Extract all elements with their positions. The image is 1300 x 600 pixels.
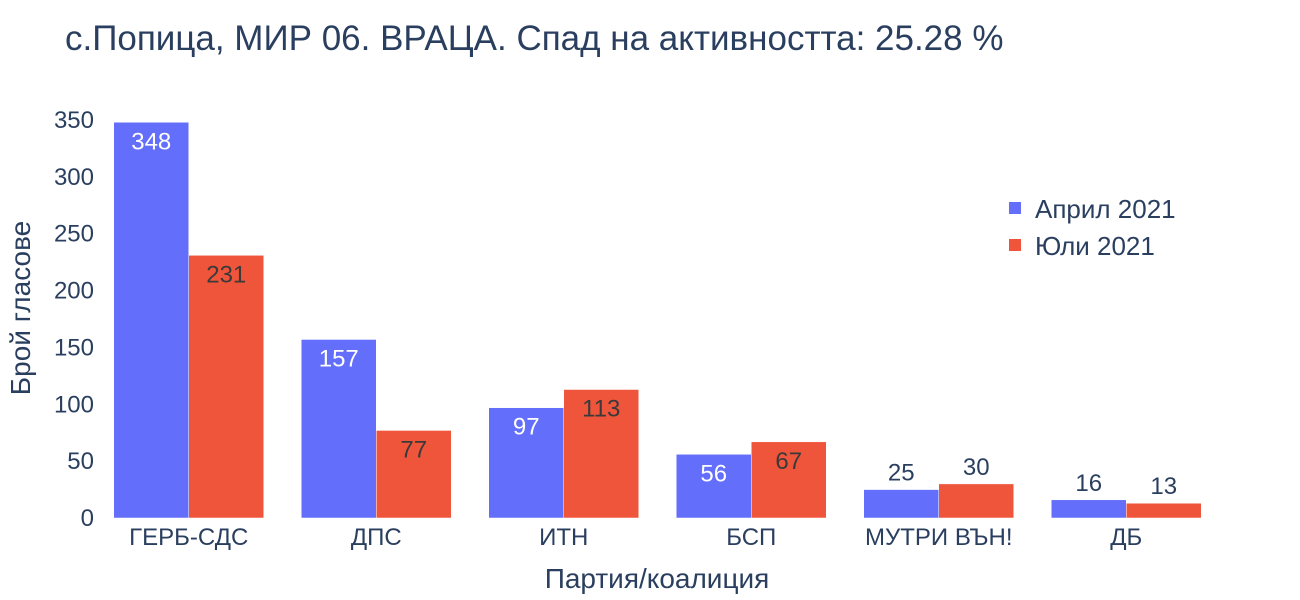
bar[interactable] — [938, 483, 1014, 519]
chart-title: с.Попица, МИР 06. ВРАЦА. Спад на активно… — [65, 19, 1003, 58]
x-tick-label: БСП — [726, 524, 776, 551]
x-axis-title: Партия/коалиция — [545, 563, 770, 594]
legend[interactable]: Април 2021 Юли 2021 — [1009, 194, 1176, 261]
y-tick-label: 150 — [54, 334, 94, 361]
legend-swatch — [1009, 239, 1021, 251]
y-tick-label: 50 — [67, 448, 94, 475]
bar-value-label: 67 — [775, 448, 802, 475]
y-tick-label: 250 — [54, 221, 94, 248]
x-tick-label: ДБ — [1110, 524, 1142, 551]
legend-label[interactable]: Април 2021 — [1035, 194, 1176, 224]
legend-label[interactable]: Юли 2021 — [1035, 231, 1155, 261]
y-axis-title: Брой гласове — [5, 221, 36, 395]
bar-value-label: 231 — [206, 261, 246, 288]
bar-value-label: 113 — [582, 396, 620, 423]
x-tick-label: ГЕРБ-СДС — [129, 524, 248, 551]
bar-value-label: 77 — [400, 436, 427, 463]
bar[interactable] — [1126, 502, 1202, 519]
x-tick-label: ИТН — [539, 524, 588, 551]
bar[interactable] — [751, 441, 827, 519]
bar[interactable] — [188, 255, 264, 519]
bar[interactable] — [676, 454, 752, 519]
y-axis-ticks: 0 50 100 150 200 250 300 350 — [54, 107, 94, 532]
bar-value-label: 97 — [513, 414, 540, 441]
bar[interactable] — [1051, 499, 1127, 519]
y-tick-label: 0 — [81, 505, 94, 532]
y-tick-label: 350 — [54, 107, 94, 134]
bar-value-label: 348 — [131, 128, 171, 155]
x-axis-ticks: ГЕРБ-СДС ДПС ИТН БСП МУТРИ ВЪН! ДБ — [129, 524, 1142, 551]
bar[interactable] — [863, 489, 939, 519]
bar-value-label: 16 — [1075, 470, 1102, 497]
bar-value-label: 13 — [1150, 473, 1177, 500]
bar[interactable] — [113, 122, 189, 519]
y-tick-label: 100 — [54, 391, 94, 418]
bar-value-label: 30 — [963, 454, 990, 481]
bar-value-label: 25 — [888, 460, 915, 487]
bar[interactable] — [563, 389, 639, 519]
y-tick-label: 300 — [54, 164, 94, 191]
bar[interactable] — [376, 430, 452, 519]
y-tick-label: 200 — [54, 278, 94, 305]
bar-value-label: 56 — [700, 460, 727, 487]
legend-swatch — [1009, 202, 1021, 214]
bars-group: 348 231 157 77 97 113 56 67 25 30 16 13 — [113, 122, 1202, 519]
x-tick-label: ДПС — [351, 524, 402, 551]
bar[interactable] — [488, 407, 564, 519]
x-tick-label: МУТРИ ВЪН! — [865, 524, 1012, 551]
bar[interactable] — [301, 339, 377, 519]
bar-value-label: 157 — [319, 345, 359, 372]
